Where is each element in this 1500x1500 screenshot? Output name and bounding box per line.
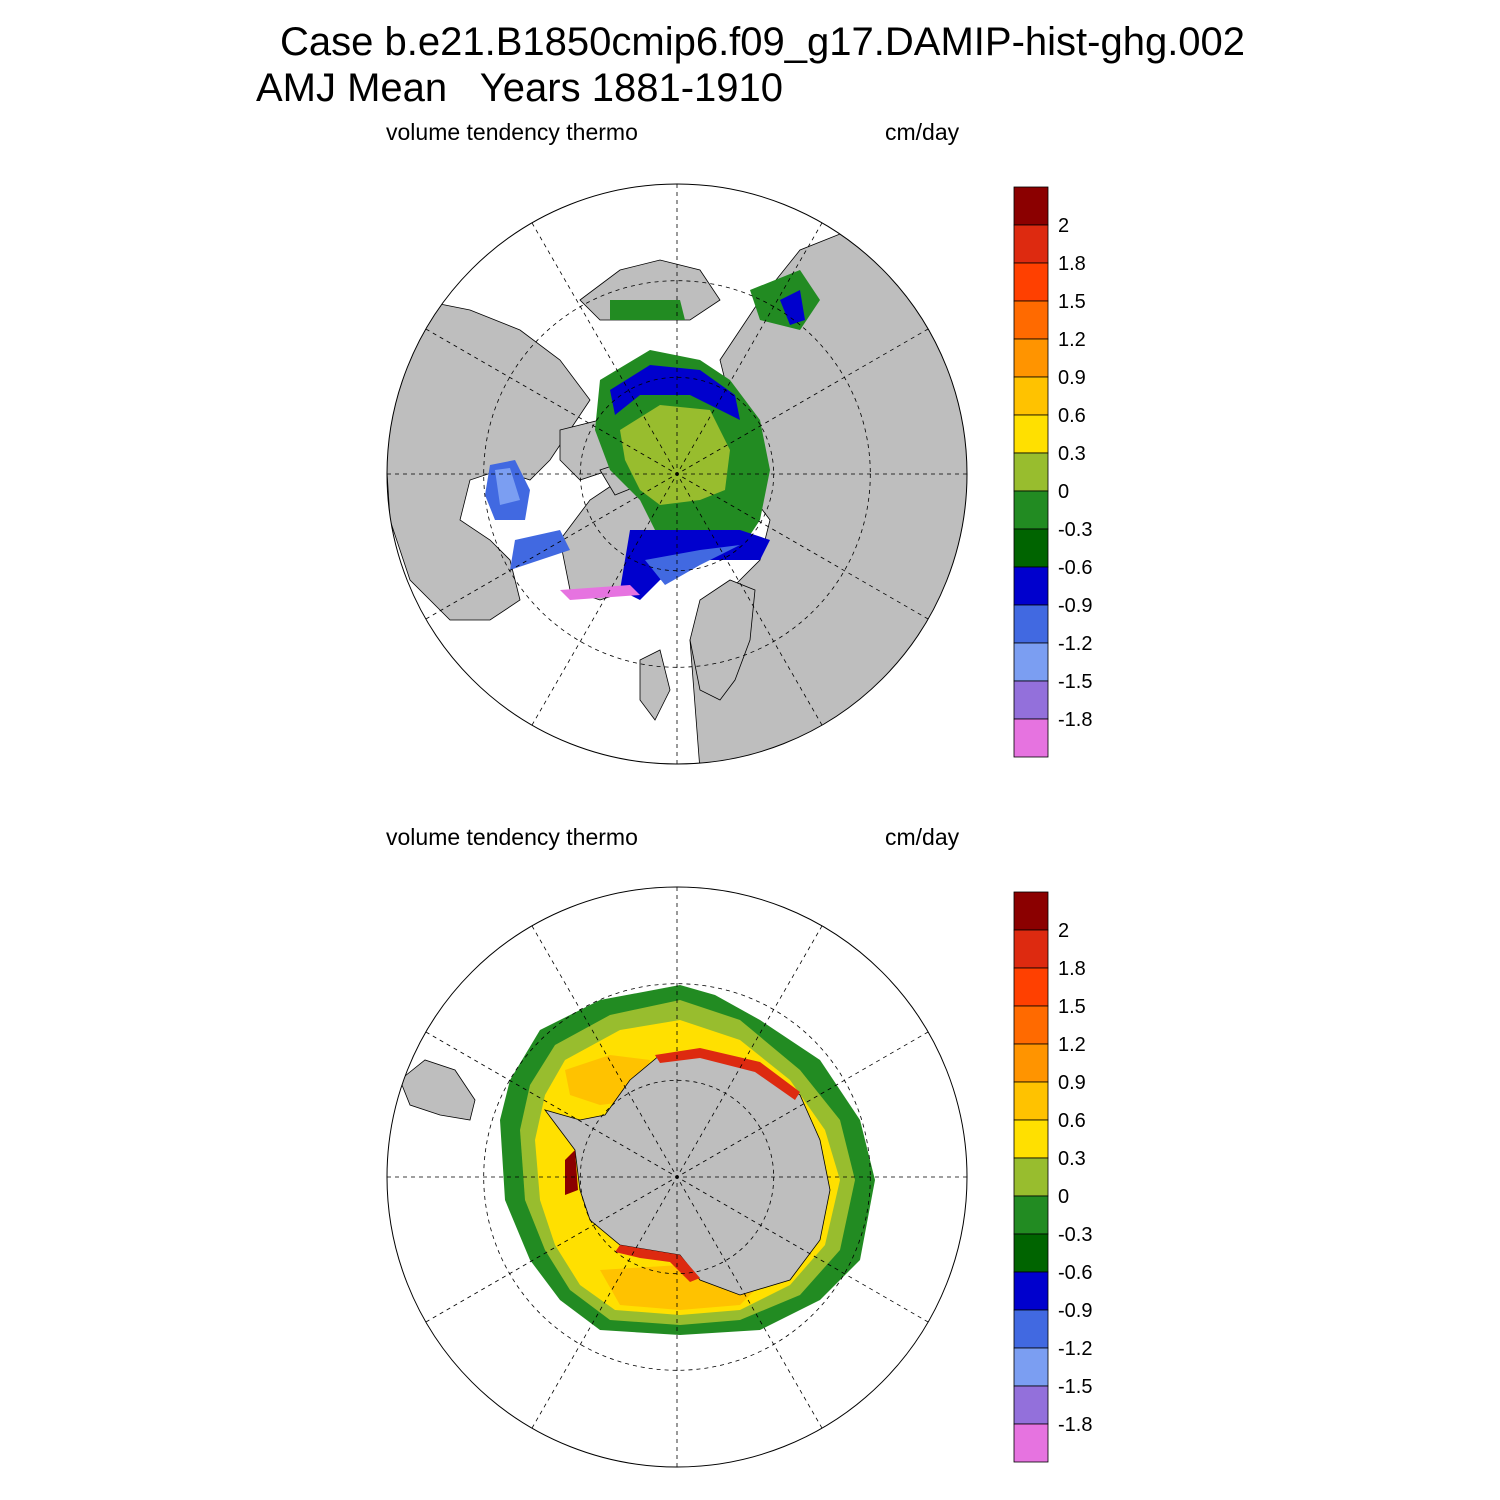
south-colorbar-swatch bbox=[1013, 967, 1049, 1007]
south-colorbar-swatch bbox=[1013, 1233, 1049, 1273]
north-colorbar-label: 0.3 bbox=[1058, 443, 1086, 465]
south-coastal-darkred bbox=[565, 1150, 578, 1195]
south-colorbar-label: 1.2 bbox=[1058, 1034, 1086, 1056]
north-graticule bbox=[387, 184, 967, 764]
south-colorbar-label: -1.8 bbox=[1058, 1414, 1092, 1436]
north-colorbar-label: 1.5 bbox=[1058, 291, 1086, 313]
south-colorbar-swatch bbox=[1013, 1309, 1049, 1349]
south-colorbar-swatch bbox=[1013, 891, 1049, 931]
north-colorbar-label: -0.6 bbox=[1058, 557, 1092, 579]
north-colorbar-swatch bbox=[1013, 300, 1049, 340]
south-colorbar: 2 1.8 1.5 1.2 0.9 0.6 0.3 0 -0.3 -0.6 -0.9 -1.2 -1.5… bbox=[1013, 891, 1092, 1463]
north-colorbar-swatch bbox=[1013, 224, 1049, 264]
north-colorbar-label: 0.6 bbox=[1058, 405, 1086, 427]
south-colorbar-label: 0.6 bbox=[1058, 1110, 1086, 1132]
south-america-land bbox=[399, 1059, 476, 1121]
north-colorbar-swatch bbox=[1013, 566, 1049, 606]
north-map-border bbox=[386, 183, 968, 765]
south-variable-label: volume tendency thermo bbox=[386, 824, 638, 850]
south-colorbar-label: -0.3 bbox=[1058, 1224, 1092, 1246]
south-colorbar-label: 1.5 bbox=[1058, 996, 1086, 1018]
north-colorbar-label: -0.3 bbox=[1058, 519, 1092, 541]
north-colorbar-swatch bbox=[1013, 376, 1049, 416]
south-colorbar-swatch bbox=[1013, 929, 1049, 969]
north-polar-map bbox=[386, 183, 968, 765]
south-colorbar-label: -0.6 bbox=[1058, 1262, 1092, 1284]
north-colorbar-swatch bbox=[1013, 338, 1049, 378]
south-colorbar-swatch bbox=[1013, 1157, 1049, 1197]
north-colorbar-label: 1.2 bbox=[1058, 329, 1086, 351]
south-graticule bbox=[387, 887, 967, 1467]
north-colorbar-label: -1.8 bbox=[1058, 709, 1092, 731]
north-colorbar: 2 1.8 1.5 1.2 0.9 0.6 0.3 0 -0.3 -0.6 -0.9 -1.2 -1.5… bbox=[1013, 186, 1092, 758]
north-colorbar-swatch bbox=[1013, 414, 1049, 454]
south-colorbar-label: 1.8 bbox=[1058, 958, 1086, 980]
south-colorbar-label: -0.9 bbox=[1058, 1300, 1092, 1322]
north-colorbar-label: 0 bbox=[1058, 481, 1069, 503]
north-colorbar-swatch bbox=[1013, 490, 1049, 530]
south-coastal-red-ross bbox=[615, 1245, 700, 1282]
north-colorbar-label: 0.9 bbox=[1058, 367, 1086, 389]
south-colorbar-swatch bbox=[1013, 1119, 1049, 1159]
south-colorbar-swatch bbox=[1013, 1043, 1049, 1083]
north-colorbar-swatch bbox=[1013, 452, 1049, 492]
south-colorbar-label: 0.9 bbox=[1058, 1072, 1086, 1094]
south-colorbar-swatch bbox=[1013, 1385, 1049, 1425]
north-colorbar-label: -1.5 bbox=[1058, 671, 1092, 693]
south-polar-map bbox=[386, 886, 968, 1468]
south-colorbar-label: 0 bbox=[1058, 1186, 1069, 1208]
north-variable-label: volume tendency thermo bbox=[386, 119, 638, 145]
period-title: AMJ Mean Years 1881-1910 bbox=[256, 66, 784, 110]
south-colorbar-swatch bbox=[1013, 1423, 1049, 1463]
south-colorbar-swatch bbox=[1013, 1271, 1049, 1311]
south-units-label: cm/day bbox=[885, 824, 960, 850]
north-land bbox=[387, 229, 967, 764]
north-colorbar-label: 2 bbox=[1058, 215, 1069, 237]
south-colorbar-swatch bbox=[1013, 1195, 1049, 1235]
north-colorbar-label: 1.8 bbox=[1058, 253, 1086, 275]
south-colorbar-swatch bbox=[1013, 1081, 1049, 1121]
south-colorbar-swatch bbox=[1013, 1347, 1049, 1387]
north-colorbar-swatch bbox=[1013, 528, 1049, 568]
north-colorbar-label: -0.9 bbox=[1058, 595, 1092, 617]
north-colorbar-swatch bbox=[1013, 680, 1049, 720]
south-coastal-red bbox=[655, 1048, 800, 1100]
north-colorbar-swatch bbox=[1013, 262, 1049, 302]
south-colorbar-swatch bbox=[1013, 1005, 1049, 1045]
south-colorbar-label: -1.5 bbox=[1058, 1376, 1092, 1398]
south-colorbar-label: -1.2 bbox=[1058, 1338, 1092, 1360]
north-units-label: cm/day bbox=[885, 119, 960, 145]
south-colorbar-label: 2 bbox=[1058, 920, 1069, 942]
north-colorbar-label: -1.2 bbox=[1058, 633, 1092, 655]
south-colorbar-label: 0.3 bbox=[1058, 1148, 1086, 1170]
north-colorbar-swatch bbox=[1013, 642, 1049, 682]
north-colorbar-swatch bbox=[1013, 718, 1049, 758]
north-colorbar-swatch bbox=[1013, 186, 1049, 226]
north-ice-field bbox=[485, 270, 820, 600]
north-colorbar-swatch bbox=[1013, 604, 1049, 644]
case-title: Case b.e21.B1850cmip6.f09_g17.DAMIP-hist… bbox=[280, 20, 1246, 64]
south-map-border bbox=[386, 886, 968, 1468]
